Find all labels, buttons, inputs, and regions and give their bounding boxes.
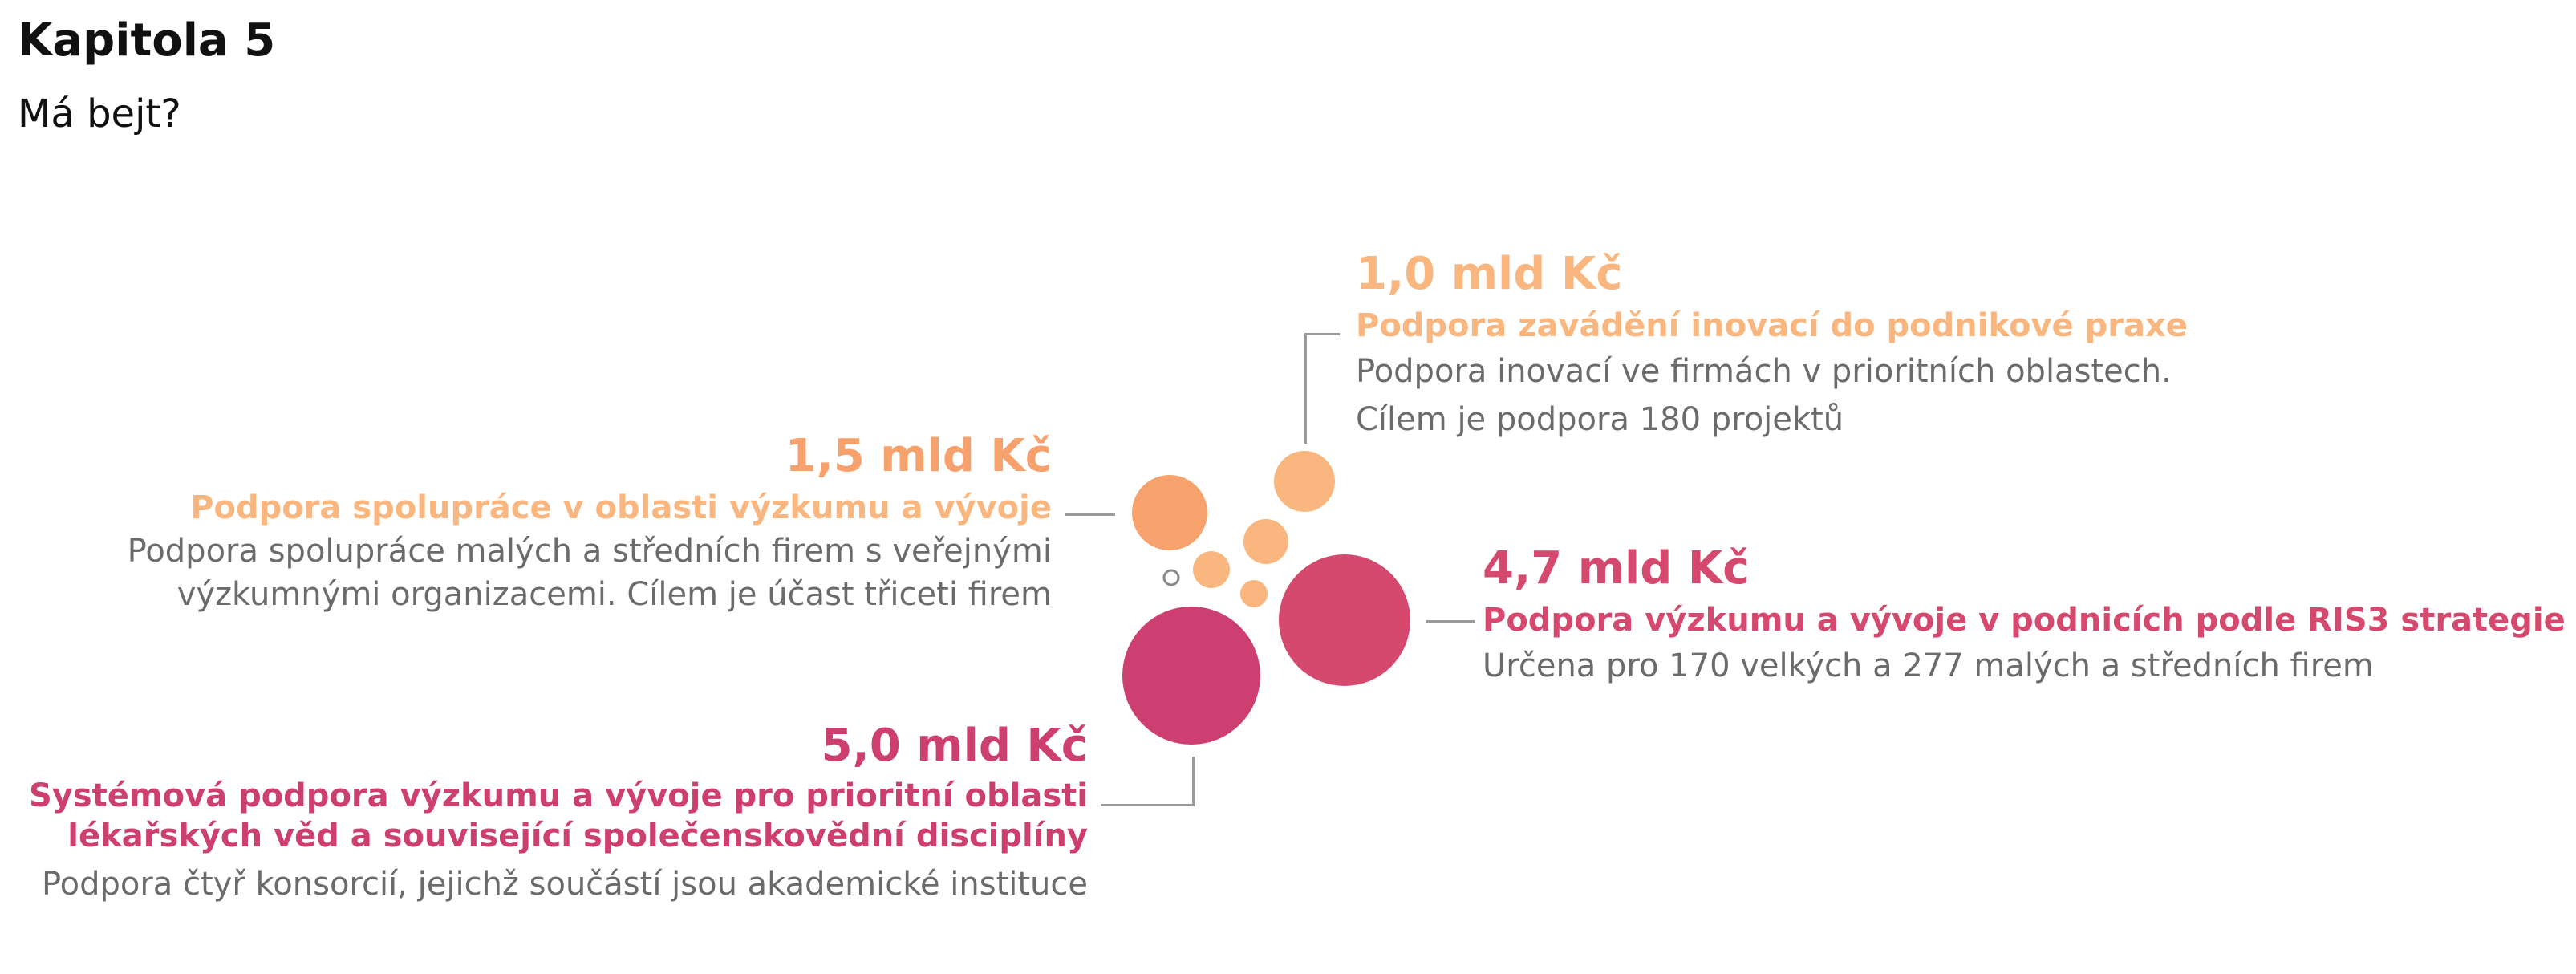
annotation-cooperation: 1,5 mld Kč Podpora spolupráce v oblasti … xyxy=(128,427,1052,616)
title-medical-line-1: Systémová podpora výzkumu a vývoje pro p… xyxy=(28,777,1088,814)
desc-ris3: Určena pro 170 velkých a 277 malých a st… xyxy=(1483,647,2374,684)
connector-innovation-horizontal xyxy=(1304,333,1340,335)
bubble-small-2 xyxy=(1193,551,1230,588)
amount-ris3: 4,7 mld Kč xyxy=(1483,542,1750,595)
annotation-medical: 5,0 mld Kč Systémová podpora výzkumu a v… xyxy=(29,716,1088,912)
annotation-ris3: 4,7 mld Kč Podpora výzkumu a vývoje v po… xyxy=(1483,539,2566,690)
desc-innovation-line-2: Cílem je podpora 180 projektů xyxy=(1356,401,1844,438)
bubble-small-3 xyxy=(1240,580,1268,607)
amount-cooperation: 1,5 mld Kč xyxy=(785,430,1052,482)
connector-medical-horizontal xyxy=(1101,804,1195,806)
title-medical-line-2: lékařských věd a související společensko… xyxy=(67,818,1088,854)
title-innovation: Podpora zavádění inovací do podnikové pr… xyxy=(1356,307,2188,344)
title-ris3: Podpora výzkumu a vývoje v podnicích pod… xyxy=(1483,602,2566,639)
page-subtitle: Má bejt? xyxy=(18,91,181,136)
desc-cooperation-line-1: Podpora spolupráce malých a středních fi… xyxy=(127,533,1052,570)
bubble-cooperation xyxy=(1132,475,1207,550)
title-cooperation: Podpora spolupráce v oblasti výzkumu a v… xyxy=(190,489,1052,526)
amount-innovation: 1,0 mld Kč xyxy=(1356,248,1623,300)
page-title: Kapitola 5 xyxy=(18,14,276,67)
desc-medical: Podpora čtyř konsorcií, jejichž součástí… xyxy=(41,866,1088,903)
connector-innovation-vertical xyxy=(1304,333,1307,444)
bubble-small-1 xyxy=(1243,519,1288,564)
desc-innovation-line-1: Podpora inovací ve firmách v prioritních… xyxy=(1356,353,2172,390)
amount-medical: 5,0 mld Kč xyxy=(821,720,1088,772)
bubble-ris3 xyxy=(1279,554,1410,686)
annotation-innovation: 1,0 mld Kč Podpora zavádění inovací do p… xyxy=(1356,245,2188,444)
bubble-outline xyxy=(1162,569,1180,586)
desc-cooperation-line-2: výzkumnými organizacemi. Cílem je účast … xyxy=(176,576,1052,613)
bubble-innovation xyxy=(1274,451,1335,512)
connector-medical-vertical xyxy=(1192,757,1195,806)
connector-cooperation xyxy=(1065,513,1115,516)
bubble-medical xyxy=(1122,607,1260,745)
connector-ris3 xyxy=(1426,620,1475,623)
